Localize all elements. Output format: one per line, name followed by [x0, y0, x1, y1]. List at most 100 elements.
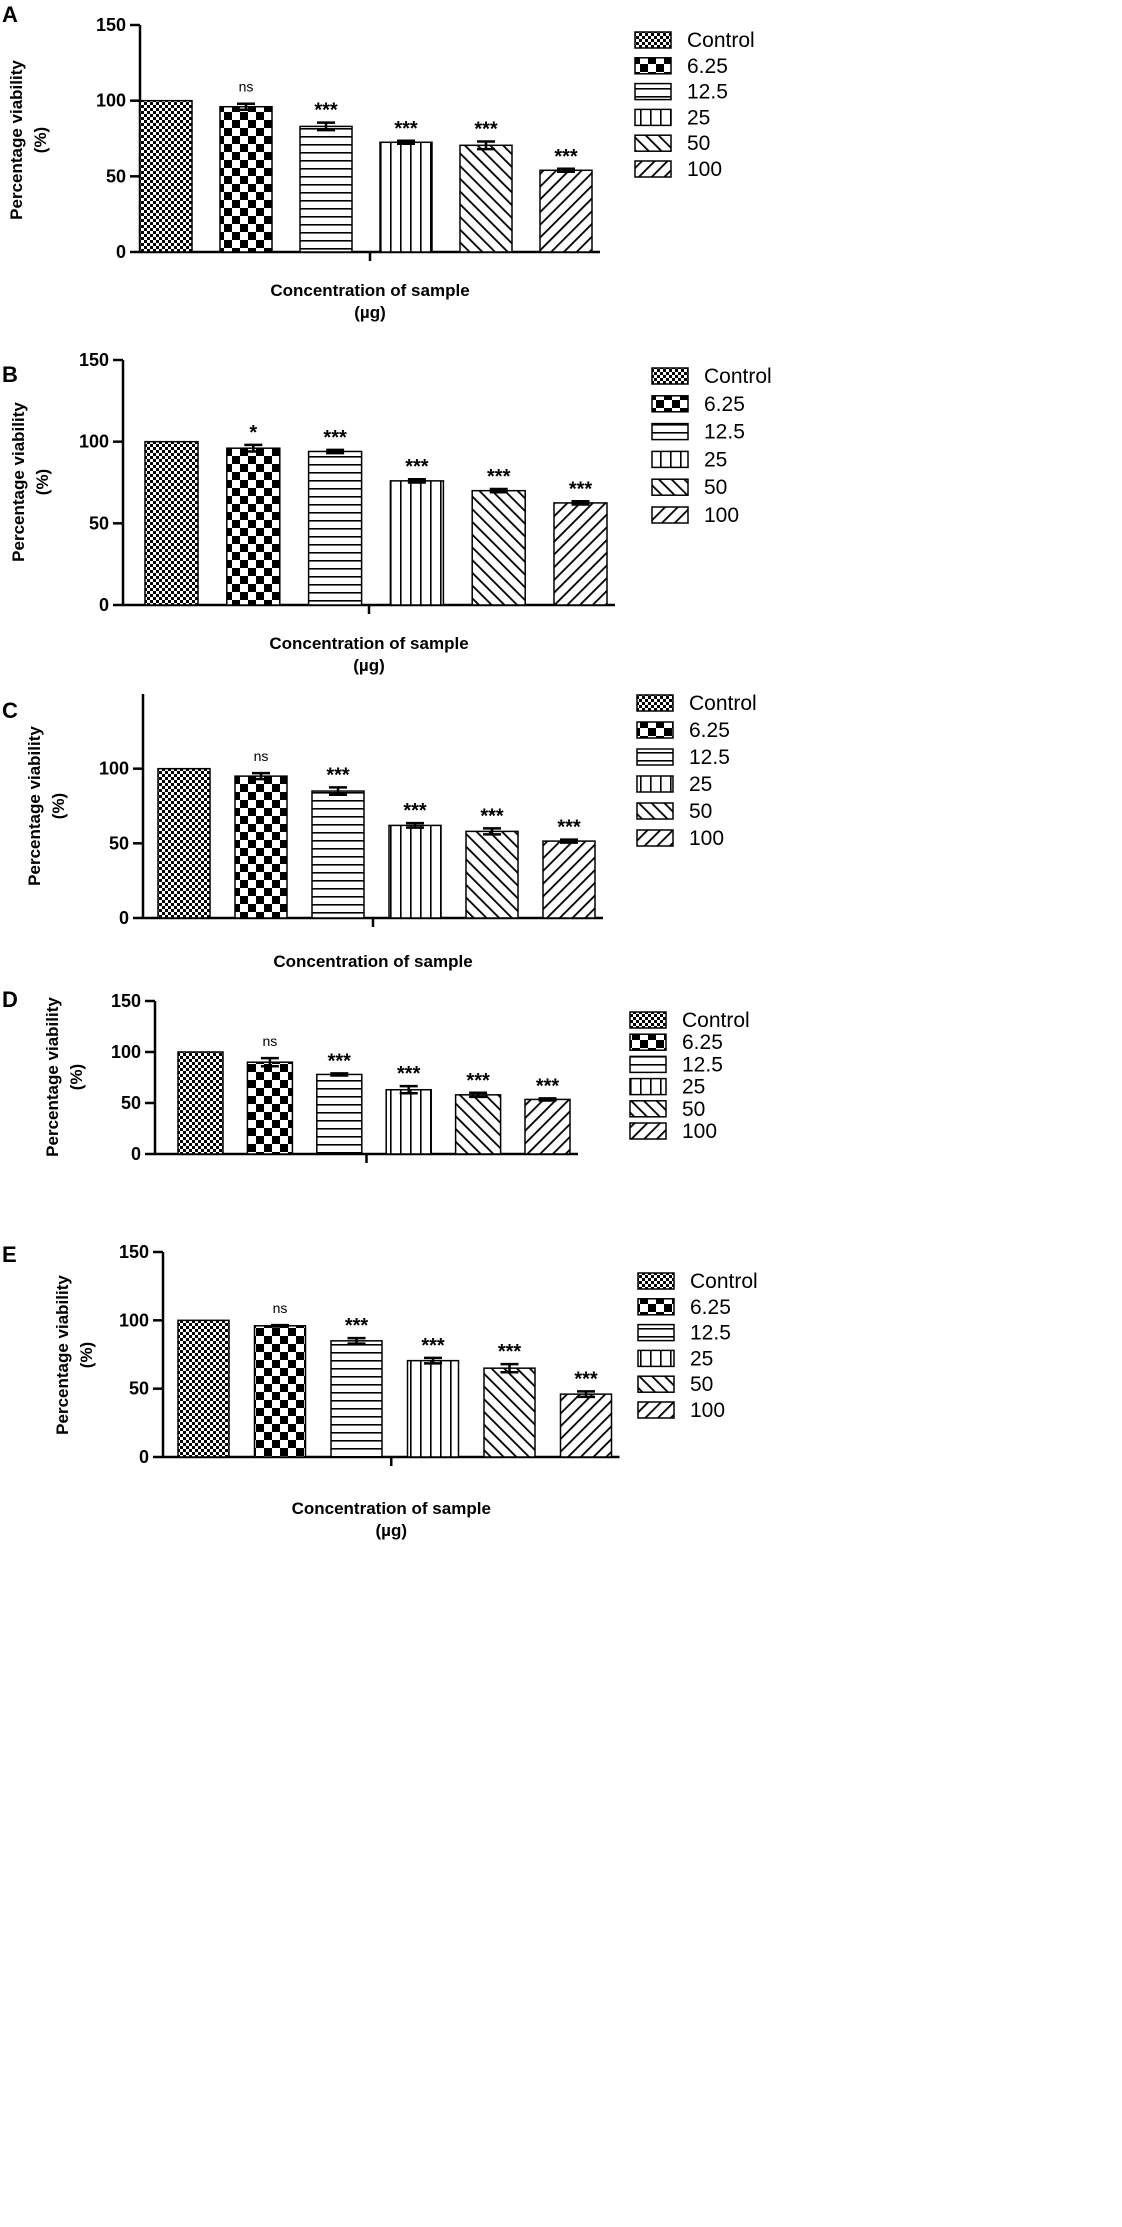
x-axis-title-unit: (µg) — [354, 303, 386, 322]
bar — [539, 169, 593, 253]
y-tick-label: 100 — [111, 1042, 141, 1062]
legend-swatch — [651, 450, 689, 469]
legend-swatch — [629, 1077, 667, 1096]
y-axis-title-unit: (%) — [67, 1064, 86, 1090]
legend-label: Control — [704, 365, 772, 388]
y-tick-label: 0 — [119, 908, 129, 928]
legend-swatch — [634, 31, 672, 49]
significance-label: *** — [466, 1070, 490, 1092]
significance-label: *** — [421, 1335, 445, 1357]
bar — [177, 1051, 224, 1155]
x-axis-title-unit: (µg) — [353, 656, 385, 675]
y-axis-title: Percentage viability (%) — [9, 402, 52, 562]
bar — [553, 502, 608, 606]
bar — [316, 1073, 363, 1155]
y-tick-label: 50 — [109, 833, 129, 853]
legend-label: 50 — [704, 476, 727, 499]
significance-label: *** — [345, 1315, 369, 1337]
panel-letter: D — [2, 987, 18, 1012]
bar — [219, 105, 273, 253]
significance-label: ns — [263, 1033, 278, 1049]
legend-swatch — [634, 108, 672, 127]
legend-swatch — [629, 1011, 667, 1029]
significance-label: * — [249, 422, 257, 444]
y-axis-title: Percentage viability (%) — [25, 726, 68, 886]
significance-label: *** — [314, 100, 338, 122]
panel-e: E 0 50 100 150 Percentage viability (%) Concent… — [2, 1242, 758, 1540]
bar — [385, 1088, 432, 1155]
panel-letter: C — [2, 698, 18, 723]
significance-label: *** — [405, 456, 429, 478]
y-axis-title: Percentage viability (%) — [7, 60, 50, 220]
significance-label: *** — [397, 1063, 421, 1085]
x-axis-title: Concentration of sample — [292, 1499, 491, 1518]
panel-letter: A — [2, 2, 18, 27]
bar — [157, 767, 211, 919]
significance-label: *** — [394, 118, 418, 140]
legend-label: Control — [689, 692, 757, 715]
legend-label: 100 — [690, 1399, 725, 1422]
legend-label: 6.25 — [690, 1296, 731, 1319]
legend-label: 12.5 — [689, 746, 730, 769]
significance-label: *** — [554, 146, 578, 168]
legend-swatch — [629, 1033, 667, 1051]
significance-label: *** — [574, 1368, 598, 1390]
legend-label: 25 — [690, 1347, 713, 1370]
y-axis-title-unit: (%) — [33, 469, 52, 495]
significance-label: *** — [557, 817, 581, 839]
bar — [246, 1061, 294, 1155]
legend-label: 25 — [687, 106, 710, 129]
y-axis-title-unit: (%) — [77, 1342, 96, 1368]
significance-label: ns — [254, 748, 269, 764]
legend-label: 50 — [687, 132, 710, 155]
significance-label: *** — [498, 1341, 522, 1363]
bar — [379, 141, 433, 253]
panel-a: A 0 50 100 150 Percentage viability (%) Concent… — [2, 2, 755, 322]
legend-swatch — [634, 57, 672, 75]
legend-swatch — [651, 422, 689, 441]
bar — [524, 1098, 571, 1155]
y-tick-label: 0 — [116, 242, 126, 262]
legend-swatch — [634, 82, 672, 101]
legend-swatch — [636, 748, 674, 766]
bar — [388, 824, 442, 919]
legend-swatch — [651, 395, 689, 413]
legend-label: 12.5 — [704, 421, 745, 444]
bar — [471, 489, 526, 606]
panel-b: B 0 50 100 150 Percentage viability (%) Concent… — [2, 350, 772, 675]
bar — [299, 125, 353, 253]
bar — [559, 1393, 613, 1458]
legend-label: Control — [690, 1270, 758, 1293]
legend-swatch — [637, 1401, 675, 1419]
significance-label: *** — [569, 478, 593, 500]
x-axis-title: Concentration of sample — [269, 634, 468, 653]
significance-label: *** — [328, 1050, 352, 1072]
bar — [177, 1319, 230, 1458]
legend-label: 12.5 — [690, 1322, 731, 1345]
bar — [307, 450, 363, 606]
panel-c: C 0 50 100 Percentage viability (%) Concentrat… — [2, 692, 757, 971]
legend-swatch — [651, 367, 689, 385]
legend-swatch — [637, 1323, 675, 1342]
legend-swatch — [629, 1055, 667, 1074]
legend-label: 25 — [689, 773, 712, 796]
y-tick-label: 150 — [111, 991, 141, 1011]
legend-swatch — [636, 694, 674, 712]
legend-label: 100 — [682, 1120, 717, 1143]
legend-label: 25 — [704, 448, 727, 471]
bar — [389, 480, 445, 606]
x-axis-title: Concentration of sample — [273, 952, 472, 971]
y-tick-label: 150 — [119, 1242, 149, 1262]
y-tick-label: 0 — [139, 1447, 149, 1467]
bar — [226, 447, 281, 606]
legend-label: 25 — [682, 1076, 705, 1099]
y-tick-label: 0 — [131, 1144, 141, 1164]
legend-label: 100 — [687, 158, 722, 181]
y-axis-title-line: Percentage viability — [43, 997, 62, 1157]
bar — [144, 440, 199, 606]
legend-swatch — [637, 1375, 675, 1393]
y-axis-title-unit: (%) — [31, 127, 50, 153]
legend-label: 50 — [689, 800, 712, 823]
